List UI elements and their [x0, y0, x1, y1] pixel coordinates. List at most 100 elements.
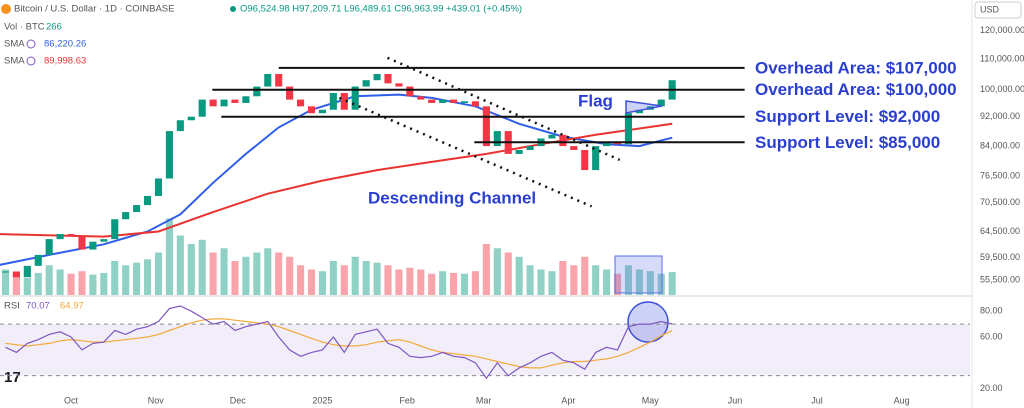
candle [406, 86, 414, 97]
volume-bar [122, 265, 130, 295]
volume-highlight [614, 255, 663, 294]
legend-icon [26, 56, 36, 66]
volume-bar [570, 265, 578, 295]
rsi-title: RSI [4, 301, 20, 312]
volume-bar [395, 269, 403, 295]
candle [100, 239, 108, 242]
candle [603, 142, 611, 147]
x-tick-label: Apr [561, 395, 575, 405]
rsi-value: 70.07 [26, 301, 50, 312]
volume-bar [515, 256, 523, 295]
y-tick-label: 100,000.00 [980, 84, 1024, 94]
candle [297, 99, 305, 107]
volume-bar [187, 244, 195, 295]
btc-icon [1, 4, 11, 14]
volume-bar [373, 262, 381, 295]
volume-bar [209, 252, 217, 295]
volume-bar [176, 235, 184, 295]
volume-bar [537, 269, 545, 295]
volume-bar [646, 271, 654, 295]
candle [165, 131, 173, 179]
candle [329, 93, 337, 110]
volume-bar [100, 272, 108, 295]
currency-box[interactable] [974, 1, 1022, 19]
x-tick-label: Mar [476, 395, 492, 405]
candle [635, 109, 643, 114]
y-tick-label: 20.00 [980, 383, 1003, 393]
y-tick-label: 64,500.00 [980, 226, 1020, 236]
currency[interactable]: USD [980, 4, 1000, 14]
candle [592, 146, 600, 171]
volume-bar [548, 271, 556, 295]
volume-bar [286, 256, 294, 295]
rsi-band [0, 324, 970, 376]
candle [264, 73, 272, 87]
candle [570, 146, 578, 150]
volume-bar [460, 273, 469, 295]
status-dot [230, 6, 236, 12]
candle [450, 99, 458, 103]
rsi-highlight [627, 301, 669, 343]
volume-bar [253, 252, 261, 295]
volume-bar [133, 262, 141, 295]
volume-bar [362, 261, 370, 295]
volume-bar [635, 269, 643, 295]
candle [133, 205, 141, 213]
level-label: Overhead Area: $107,000 [755, 58, 957, 77]
candle [559, 134, 567, 147]
candle [471, 101, 479, 107]
volume-bar [307, 269, 316, 295]
volume-bar [67, 273, 75, 295]
candle [209, 99, 217, 107]
volume-legend: Vol · BTC [4, 22, 45, 33]
candle [198, 99, 206, 117]
volume-bar [668, 272, 676, 295]
line [386, 56, 621, 162]
candle [111, 219, 119, 240]
candle [253, 86, 261, 97]
volume-bar [340, 265, 348, 295]
level-label: Overhead Area: $100,000 [755, 80, 957, 99]
candle [23, 265, 31, 278]
channel-label: Descending Channel [368, 188, 536, 207]
flag-label: Flag [578, 91, 613, 110]
volume-bar [220, 248, 228, 295]
volume-bar [78, 271, 86, 295]
candle [460, 101, 469, 103]
volume-bar [504, 252, 512, 295]
y-tick-label: 120,000.00 [980, 25, 1024, 35]
volume-bar [154, 252, 163, 295]
volume-bar [613, 273, 622, 295]
candle [548, 134, 556, 139]
volume-bar [318, 271, 326, 295]
volume-bar [1, 269, 10, 295]
y-tick-label: 55,500.00 [980, 274, 1020, 284]
volume-bar [297, 265, 305, 295]
candle [417, 96, 425, 100]
candle [362, 80, 370, 87]
x-tick-label: 2025 [312, 395, 332, 405]
legend-value: 86,220.26 [44, 39, 86, 50]
volume-bar [482, 244, 490, 295]
candle [231, 99, 239, 103]
candle [45, 239, 53, 255]
volume-bar [111, 261, 119, 295]
volume-bar [12, 273, 20, 295]
candle [581, 149, 589, 171]
volume-value: 266 [46, 22, 62, 33]
candle [78, 236, 86, 250]
legend-value: 89,998.63 [44, 56, 86, 67]
volume-bar [242, 256, 250, 295]
y-tick-label: 59,500.00 [980, 252, 1020, 262]
volume-bar [165, 218, 173, 295]
candle [307, 106, 316, 114]
ohlc: O96,524.98 H97,209.71 L96,489.61 C96,963… [240, 4, 522, 15]
candle [526, 146, 534, 150]
candle [122, 212, 130, 220]
volume-bar [624, 265, 633, 295]
chart-title: Bitcoin / U.S. Dollar · 1D · COINBASE [14, 4, 174, 15]
y-tick-label: 60.00 [980, 331, 1003, 341]
line [5, 305, 673, 380]
volume-bar [603, 269, 611, 295]
